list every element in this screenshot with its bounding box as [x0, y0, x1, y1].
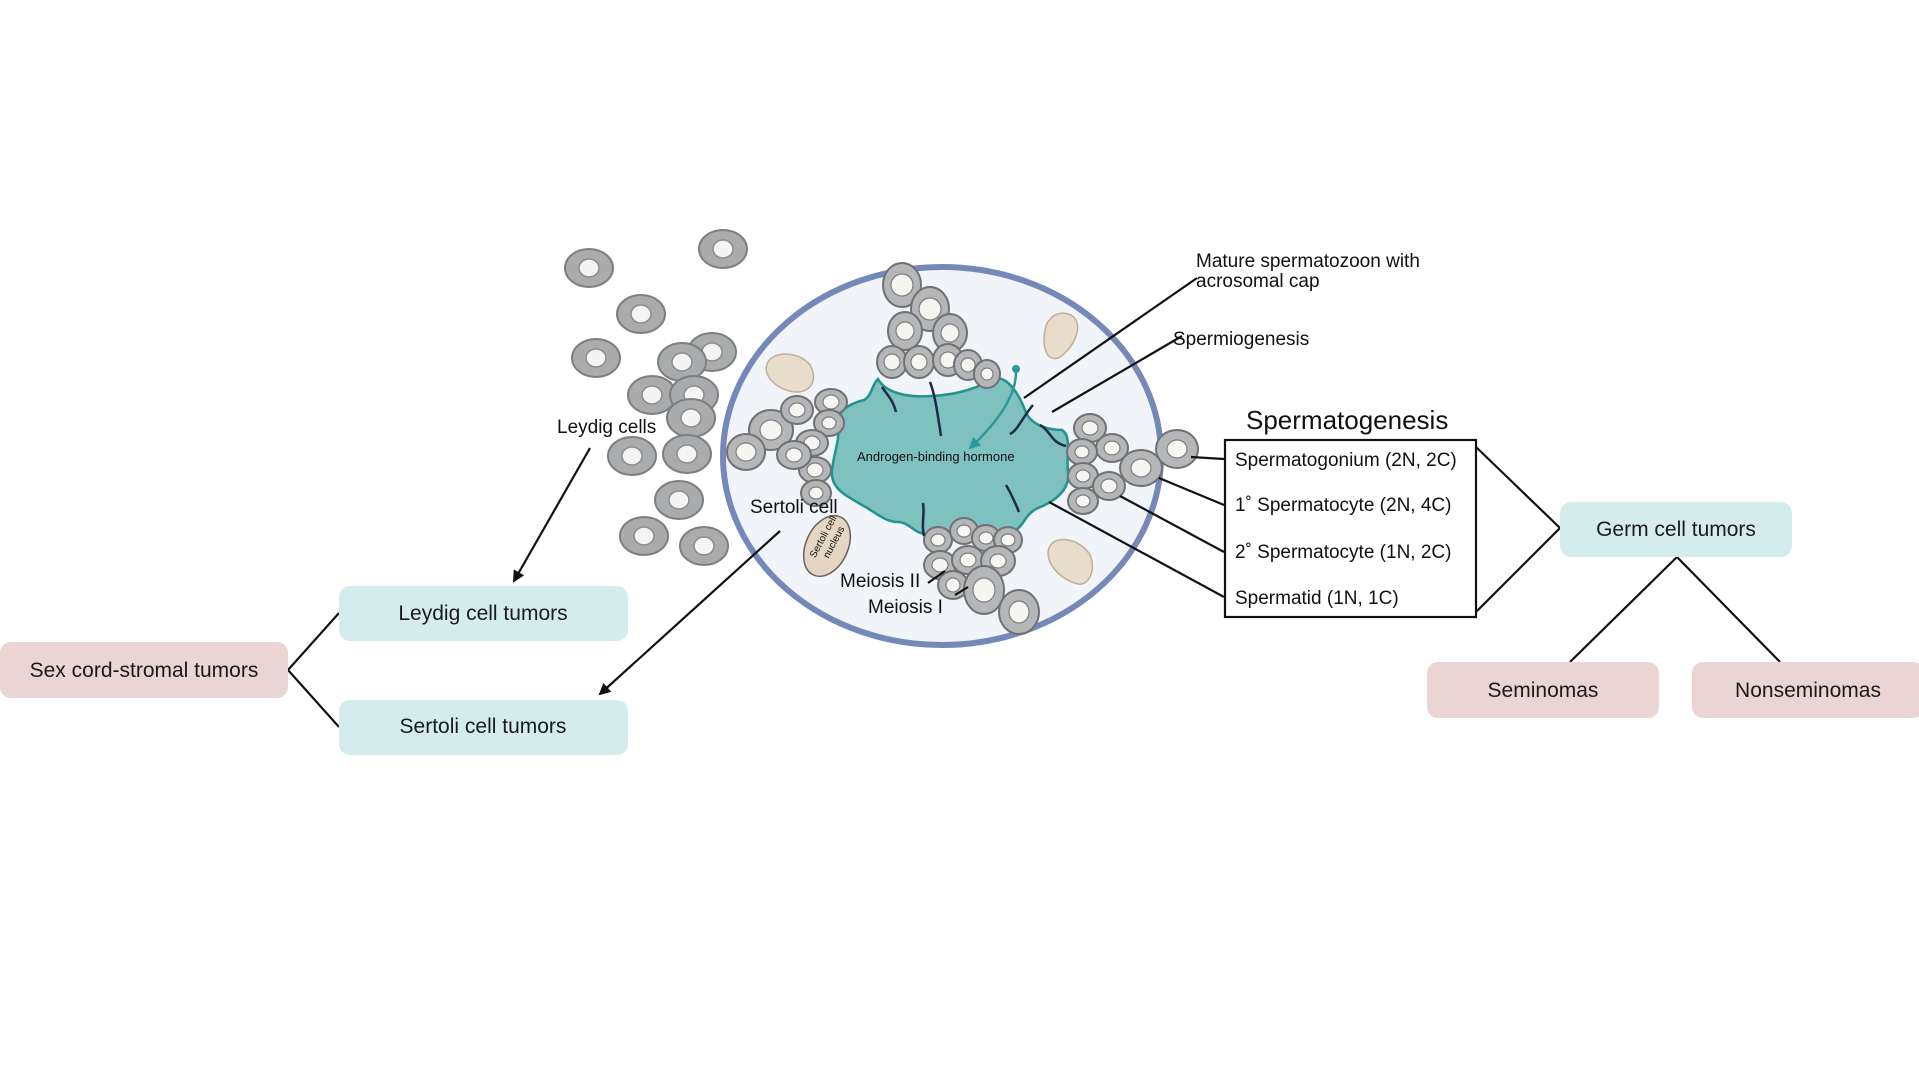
germ-cell — [882, 262, 922, 308]
sertoli-body — [765, 353, 815, 393]
germ-cell — [800, 479, 832, 507]
leydig-cell — [654, 480, 704, 520]
leydig-cell — [627, 375, 677, 415]
tree-connectors — [287, 446, 1781, 728]
germ-cell — [887, 311, 923, 351]
spermatogenesis-box — [1223, 438, 1478, 619]
spermatogenesis-title: Spermatogenesis — [1246, 405, 1448, 435]
leydig-cell — [662, 434, 712, 474]
leader-lines — [927, 277, 1225, 598]
spermatogenesis-panel: Spermatogenesis Spermatogonium (2N, 2C) … — [1223, 405, 1478, 619]
germ-cell — [1067, 487, 1099, 515]
leydig-cell — [564, 248, 614, 288]
germ-cell — [876, 345, 908, 379]
germ-cell — [1119, 449, 1163, 487]
leydig-cells-label: Leydig cells — [557, 417, 656, 438]
sertoli-body — [1043, 312, 1079, 360]
germ-cell — [923, 526, 953, 554]
spermiogenesis-label: Spermiogenesis — [1173, 329, 1309, 350]
svg-text:Nonseminomas: Nonseminomas — [1735, 679, 1881, 702]
leydig-cell — [679, 526, 729, 566]
leydig-cell — [571, 338, 621, 378]
meiosis-ii-label: Meiosis II — [840, 571, 920, 592]
sertoli-arrow — [598, 530, 781, 696]
meiosis-i-label: Meiosis I — [868, 597, 943, 618]
leydig-cell — [607, 436, 657, 476]
germ-cell — [726, 433, 766, 471]
svg-text:Sex cord-stromal tumors: Sex cord-stromal tumors — [30, 659, 259, 682]
stage-secondary-spermatocyte: 2˚ Spermatocyte (1N, 2C) — [1235, 542, 1451, 563]
germ-cell — [903, 345, 935, 379]
germ-cell-tumors-box: Germ cell tumors — [1560, 502, 1792, 557]
germ-cell — [1092, 471, 1126, 501]
germ-cell — [1155, 429, 1199, 469]
leydig-cell — [619, 516, 669, 556]
svg-text:Seminomas: Seminomas — [1488, 679, 1599, 702]
germ-cell — [1073, 413, 1107, 443]
leydig-cell — [616, 294, 666, 334]
androgen-arrow — [968, 371, 1018, 450]
sertoli-cell-nucleus — [802, 514, 852, 578]
germ-cell — [932, 313, 968, 353]
leydig-cells-cluster — [564, 229, 748, 566]
svg-text:Germ cell tumors: Germ cell tumors — [1596, 518, 1756, 541]
stage-spermatogonium: Spermatogonium (2N, 2C) — [1235, 450, 1457, 471]
androgen-binding-label: Androgen-binding hormone — [857, 449, 1015, 464]
germ-cell — [813, 409, 845, 437]
mature-spermatozoon-label: Mature spermatozoon with acrosomal cap — [1196, 251, 1425, 292]
leydig-cell — [698, 229, 748, 269]
spermatozoa — [880, 381, 1067, 537]
sertoli-body — [1047, 538, 1094, 585]
germ-cell — [776, 440, 812, 470]
germ-cell — [1066, 438, 1098, 466]
leydig-arrow — [513, 447, 591, 583]
sertoli-cell-tumors-box: Sertoli cell tumors — [339, 700, 628, 755]
leydig-cell-tumors-box: Leydig cell tumors — [339, 586, 628, 641]
germ-cell — [963, 565, 1005, 615]
nonseminomas-box: Nonseminomas — [1692, 662, 1919, 718]
seminomas-box: Seminomas — [1427, 662, 1659, 718]
leydig-cell — [666, 398, 716, 438]
germ-cell — [949, 517, 979, 545]
leydig-cell — [657, 342, 707, 382]
germ-cell — [1095, 433, 1129, 463]
germ-cell — [780, 395, 814, 425]
stage-primary-spermatocyte: 1˚ Spermatocyte (2N, 4C) — [1235, 495, 1451, 516]
sertoli-cell-label: Sertoli cell — [750, 497, 838, 518]
sex-cord-stromal-tumors-box: Sex cord-stromal tumors — [0, 642, 288, 698]
stage-spermatid: Spermatid (1N, 1C) — [1235, 588, 1399, 609]
androgen-dot — [1012, 365, 1020, 373]
seminiferous-tubule: Androgen-binding hormone Sertoli cell Se… — [720, 262, 1199, 648]
svg-text:Leydig cell tumors: Leydig cell tumors — [398, 602, 567, 625]
germ-cell — [973, 359, 1001, 389]
svg-text:Sertoli cell tumors: Sertoli cell tumors — [400, 715, 567, 738]
germ-cell — [998, 589, 1040, 635]
